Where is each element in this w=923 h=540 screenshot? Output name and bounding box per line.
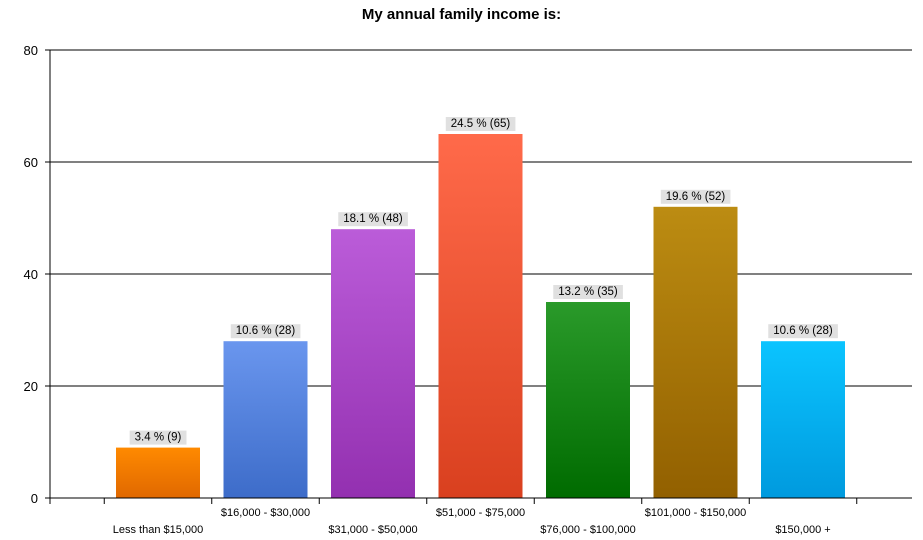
x-category-label: $150,000 + xyxy=(775,524,830,536)
data-label-bg xyxy=(553,285,623,299)
x-category-label: $51,000 - $75,000 xyxy=(436,507,525,519)
y-tick-label: 80 xyxy=(24,43,38,58)
y-tick-label: 60 xyxy=(24,155,38,170)
bar xyxy=(116,447,200,498)
data-label: 19.6 % (52) xyxy=(666,191,726,203)
y-tick-label: 20 xyxy=(24,379,38,394)
bar xyxy=(653,206,738,499)
data-label-bg xyxy=(230,324,301,339)
data-label-bg xyxy=(768,324,838,339)
data-label: 18.1 % (48) xyxy=(343,213,403,225)
bar xyxy=(438,134,523,498)
x-category-label: Less than $15,000 xyxy=(113,524,204,536)
data-label: 10.6 % (28) xyxy=(236,325,296,337)
y-tick-label: 0 xyxy=(31,491,38,506)
data-label-bg xyxy=(129,430,187,445)
x-category-label: $31,000 - $50,000 xyxy=(328,524,417,536)
data-label: 3.4 % (9) xyxy=(135,432,182,444)
data-label: 24.5 % (65) xyxy=(451,118,511,130)
chart-title: My annual family income is: xyxy=(361,6,562,23)
data-label-bg xyxy=(660,189,731,204)
x-category-label: $76,000 - $100,000 xyxy=(540,524,635,536)
data-label-bg xyxy=(445,117,516,131)
bar xyxy=(223,341,308,498)
y-tick-label: 40 xyxy=(24,267,38,282)
x-category-label: $101,000 - $150,000 xyxy=(645,507,747,519)
bar xyxy=(761,341,845,498)
bar xyxy=(331,229,415,498)
data-label-bg xyxy=(338,212,408,227)
data-label: 13.2 % (35) xyxy=(558,286,618,298)
x-category-label: $16,000 - $30,000 xyxy=(221,507,310,519)
bar xyxy=(546,302,630,498)
data-label: 10.6 % (28) xyxy=(773,325,833,337)
